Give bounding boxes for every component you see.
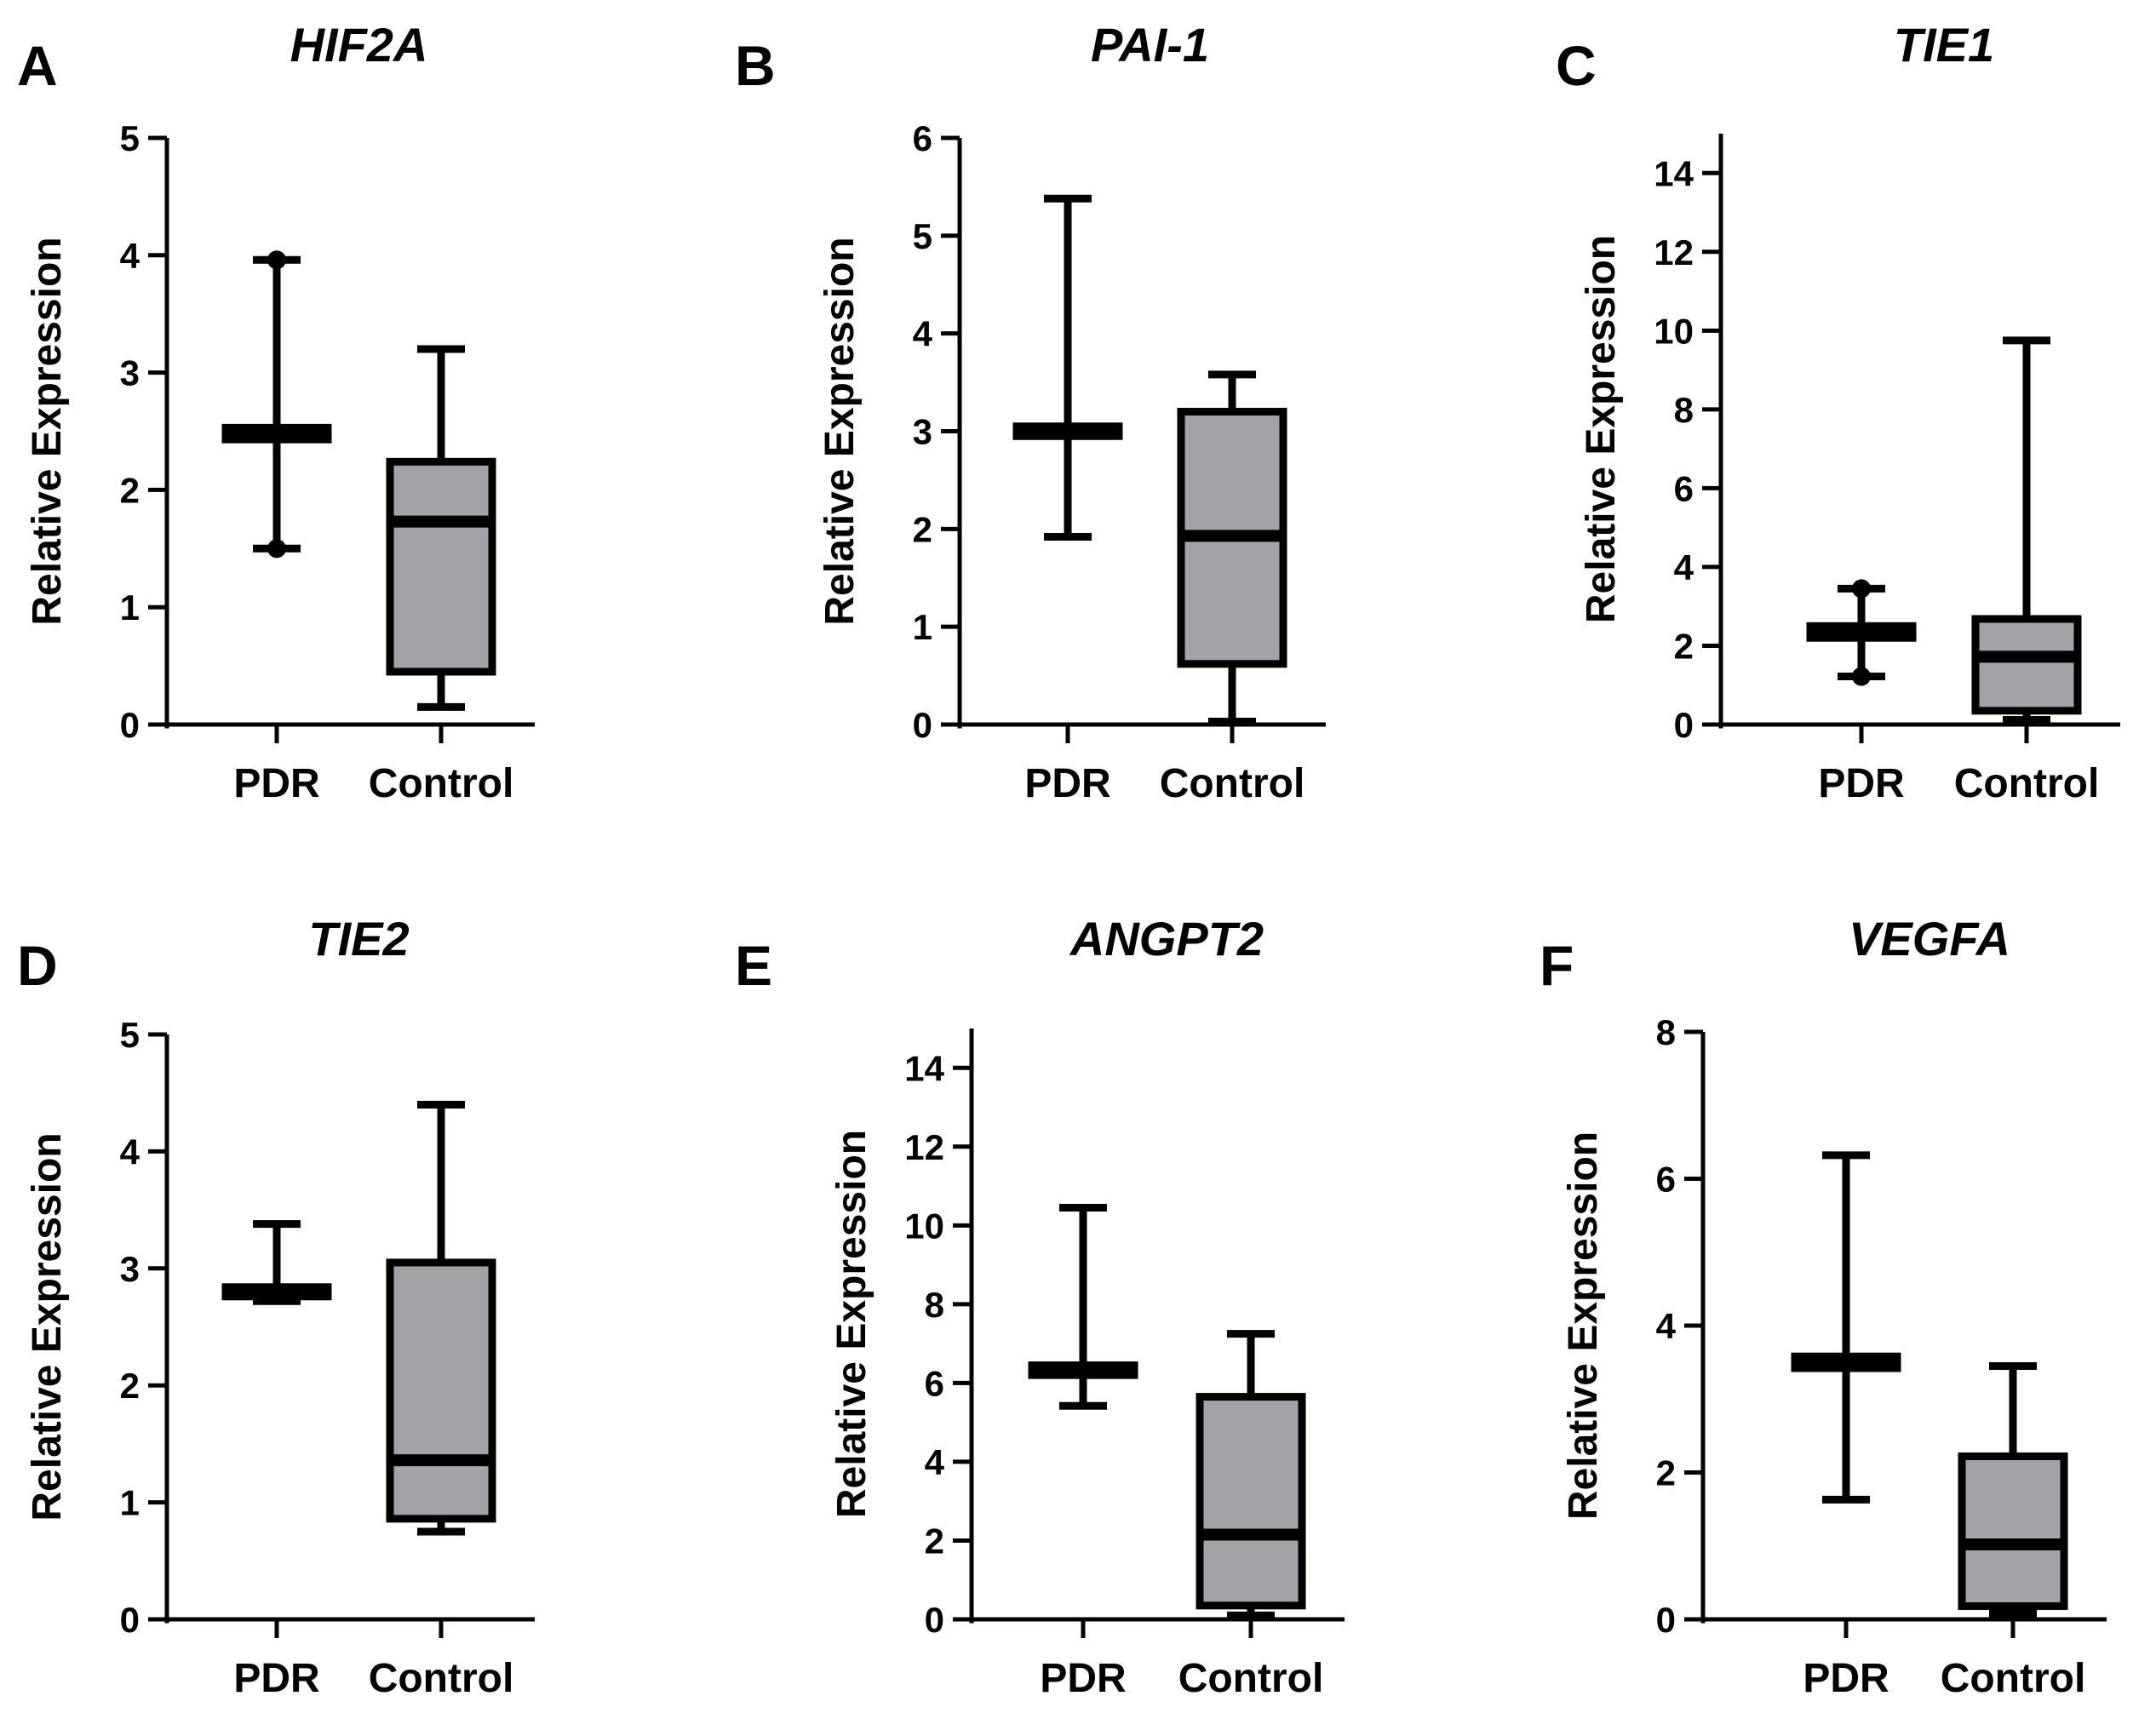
y-tick-label: 5 <box>913 216 932 256</box>
y-tick-label: 2 <box>1656 1453 1676 1493</box>
y-tick-label: 5 <box>120 1015 140 1055</box>
panel-letter: C <box>1556 34 1597 97</box>
x-tick-label-control: Control <box>1941 1656 2086 1701</box>
y-tick-label: 2 <box>1674 626 1694 666</box>
y-tick-label: 0 <box>120 705 140 745</box>
y-tick-label: 14 <box>1654 153 1694 193</box>
panel-b: B PAI-1 Relative Expression 0 1 2 3 4 5 6 PDR Contr… <box>735 18 1326 806</box>
x-tick-label-control: Control <box>369 761 514 806</box>
x-tick-label-pdr: PDR <box>233 1656 319 1701</box>
panel-letter: B <box>735 34 776 97</box>
y-tick-label: 6 <box>1674 468 1694 508</box>
panel-letter: A <box>17 34 58 97</box>
y-tick-label: 2 <box>925 1521 944 1561</box>
panel-letter: D <box>17 934 58 997</box>
y-tick-label: 4 <box>925 1442 945 1482</box>
y-tick-label: 5 <box>120 118 140 158</box>
whisker-dot-min <box>1852 667 1871 686</box>
y-tick-label: 14 <box>904 1048 944 1088</box>
box-control <box>1958 1361 2068 1618</box>
y-tick-label: 4 <box>1674 547 1694 587</box>
whisker-dot-min <box>267 539 286 559</box>
y-axis-label: Relative Expression <box>25 237 70 625</box>
y-tick-label: 10 <box>904 1206 944 1246</box>
box-body <box>1196 1393 1306 1610</box>
chart-title: VEGFA <box>1849 912 2010 965</box>
box-pdr <box>1791 1151 1901 1504</box>
y-axis-label: Relative Expression <box>25 1132 70 1521</box>
whisker-dot-max <box>267 250 286 270</box>
chart-title: PAI-1 <box>1091 18 1209 72</box>
box-pdr <box>221 1220 332 1305</box>
y-tick-label: 3 <box>913 412 932 452</box>
panel-a: A HIF2A Relative Expression 0 1 2 3 4 5 PDR Contro… <box>17 18 535 806</box>
box-pdr <box>1012 194 1123 541</box>
chart-title: TIE1 <box>1894 18 1994 72</box>
panel-c: C TIE1 Relative Expression 0 2 4 6 8 10 12 14 PDR Co… <box>1556 18 2120 806</box>
whisker-dot-max <box>1852 579 1871 599</box>
x-tick-label-control: Control <box>1160 761 1305 806</box>
y-tick-label: 2 <box>120 1366 140 1406</box>
y-tick-label: 4 <box>120 236 140 276</box>
y-tick-label: 0 <box>1656 1600 1676 1640</box>
box-control <box>386 1100 496 1536</box>
y-tick-label: 2 <box>120 470 140 510</box>
box-control <box>1196 1330 1306 1619</box>
y-tick-label: 3 <box>120 1249 140 1289</box>
y-tick-label: 4 <box>1656 1306 1677 1346</box>
box-pdr <box>1028 1204 1138 1410</box>
y-tick-label: 4 <box>120 1131 140 1172</box>
y-tick-label: 8 <box>925 1285 944 1325</box>
box-control <box>1177 370 1287 726</box>
panel-letter: F <box>1540 934 1574 997</box>
y-tick-label: 0 <box>120 1600 140 1640</box>
box-body <box>386 457 496 676</box>
box-pdr <box>221 250 332 559</box>
y-tick-label: 12 <box>1654 232 1694 272</box>
x-tick-label-pdr: PDR <box>1024 761 1110 806</box>
panel-f: F VEGFA Relative Expression 0 2 4 6 8 PDR Control <box>1540 912 2107 1701</box>
panel-letter: E <box>735 934 772 997</box>
x-tick-label-control: Control <box>1954 761 2100 806</box>
y-tick-label: 0 <box>925 1600 944 1640</box>
x-tick-label-pdr: PDR <box>233 761 319 806</box>
y-tick-label: 6 <box>925 1363 944 1403</box>
y-tick-label: 8 <box>1656 1012 1676 1052</box>
y-tick-label: 0 <box>913 705 932 745</box>
y-tick-label: 10 <box>1654 311 1694 351</box>
y-axis-label: Relative Expression <box>1561 1131 1606 1520</box>
x-tick-label-pdr: PDR <box>1040 1656 1126 1701</box>
y-tick-label: 2 <box>913 509 932 549</box>
panel-e: E ANGPT2 Relative Expression 0 2 4 6 8 10 12 14 PDR… <box>735 912 1345 1701</box>
y-tick-label: 0 <box>1674 705 1694 745</box>
y-axis-label: Relative Expression <box>1579 235 1624 623</box>
chart-title: ANGPT2 <box>1069 912 1264 965</box>
y-tick-label: 6 <box>1656 1160 1676 1200</box>
chart-title: HIF2A <box>290 18 428 72</box>
y-tick-label: 3 <box>120 353 140 393</box>
box-pdr <box>1806 579 1917 686</box>
box-control <box>386 345 496 711</box>
box-control <box>1971 336 2082 724</box>
panel-d: D TIE2 Relative Expression 0 1 2 3 4 5 PDR Control <box>17 912 535 1701</box>
x-tick-label-pdr: PDR <box>1803 1656 1889 1701</box>
y-tick-label: 1 <box>120 587 140 627</box>
y-tick-label: 6 <box>913 118 932 158</box>
y-tick-label: 4 <box>913 314 933 354</box>
x-tick-label-control: Control <box>369 1656 514 1701</box>
box-body <box>1971 615 2082 715</box>
y-tick-label: 1 <box>913 607 932 647</box>
x-tick-label-control: Control <box>1178 1656 1324 1701</box>
y-tick-label: 1 <box>120 1483 140 1523</box>
y-axis-label: Relative Expression <box>829 1130 874 1518</box>
x-tick-label-pdr: PDR <box>1818 761 1904 806</box>
y-axis-label: Relative Expression <box>817 237 863 625</box>
chart-title: TIE2 <box>308 912 409 965</box>
y-tick-label: 12 <box>904 1127 944 1167</box>
box-body <box>1958 1452 2068 1610</box>
y-tick-label: 8 <box>1674 390 1694 430</box>
box-body <box>386 1258 496 1523</box>
